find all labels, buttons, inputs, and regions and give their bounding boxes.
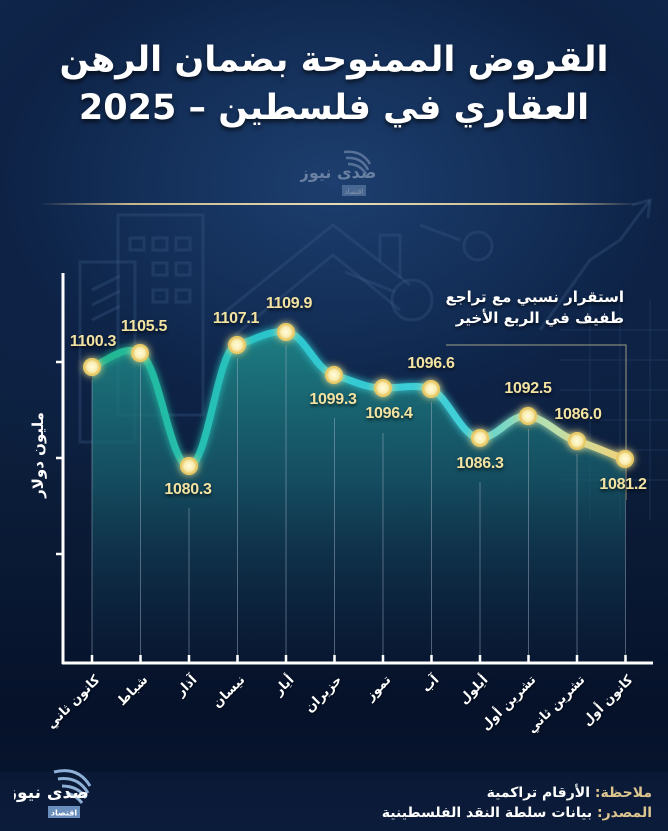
data-point — [422, 380, 440, 398]
value-label: 1086.0 — [554, 406, 602, 423]
watermark-logo: صدى نيوز اقتصاد — [300, 150, 376, 196]
x-axis-ticks — [90, 655, 627, 663]
value-label: 1105.5 — [120, 318, 168, 335]
data-point — [131, 344, 149, 362]
data-point — [180, 457, 198, 475]
header-divider — [40, 203, 640, 205]
annotation-line-1: استقرار نسبي مع تراجع — [445, 288, 624, 306]
svg-text:صدى نيوز: صدى نيوز — [14, 783, 89, 803]
data-point — [83, 358, 101, 376]
vertical-gridlines — [91, 345, 626, 658]
svg-text:اقتصاد: اقتصاد — [345, 188, 364, 196]
svg-text:اقتصاد: اقتصاد — [51, 809, 77, 818]
data-point — [471, 429, 489, 447]
value-label: 1081.2 — [599, 476, 647, 493]
data-point — [374, 379, 392, 397]
chart-annotation: استقرار نسبي مع تراجع طفيف في الربع الأخ… — [446, 287, 624, 329]
axes — [61, 273, 653, 665]
data-point — [616, 450, 634, 468]
footer — [0, 772, 668, 831]
annotation-frame — [446, 344, 627, 500]
value-label: 1086.3 — [456, 455, 504, 472]
data-point — [568, 432, 586, 450]
annotation-line-2: طفيف في الربع الأخير — [455, 309, 624, 327]
value-label: 1099.3 — [309, 391, 357, 408]
title-line-1: القروض الممنوحة بضمان الرهن — [59, 40, 609, 80]
source-value: بيانات سلطة النقد الفلسطينية — [381, 805, 598, 821]
value-label: 1109.9 — [265, 295, 313, 312]
data-points — [83, 323, 634, 475]
value-label: 1100.3 — [69, 333, 117, 350]
data-point — [228, 336, 246, 354]
value-label: 1092.5 — [504, 380, 552, 397]
footer-notes: ملاحظة: الأرقام تراكمية المصدر: بيانات س… — [382, 783, 652, 823]
note-value: الأرقام تراكمية — [486, 785, 595, 801]
svg-text:صدى نيوز: صدى نيوز — [300, 163, 376, 182]
data-point — [325, 366, 343, 384]
value-label: 1080.3 — [164, 481, 212, 498]
y-axis-ticks — [56, 360, 63, 556]
value-label: 1096.4 — [365, 405, 413, 422]
data-point — [277, 323, 295, 341]
value-label: 1096.6 — [407, 355, 455, 372]
source-key: المصدر: — [597, 805, 652, 821]
brand-logo: صدى نيوز اقتصاد — [14, 769, 92, 818]
key-icon — [390, 278, 434, 322]
data-point — [519, 407, 537, 425]
value-label: 1107.1 — [212, 310, 260, 327]
y-axis-label: مليون دولار — [29, 412, 47, 498]
area-fill — [92, 331, 625, 663]
note-line: ملاحظة: الأرقام تراكمية — [382, 783, 652, 803]
house-icon — [214, 223, 411, 322]
logo-globe-icon — [53, 769, 92, 804]
source-line: المصدر: بيانات سلطة النقد الفلسطينية — [382, 803, 652, 823]
page-title: القروض الممنوحة بضمان الرهن العقاري في ف… — [0, 36, 668, 132]
note-key: ملاحظة: — [594, 785, 652, 801]
title-line-2: العقاري في فلسطين – 2025 — [78, 88, 590, 128]
